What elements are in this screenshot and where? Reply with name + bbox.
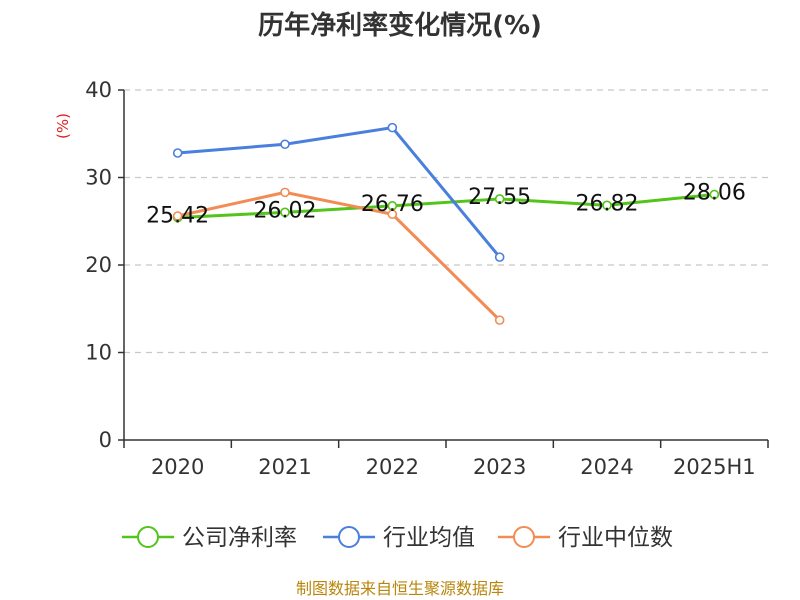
data-point-1-2021 xyxy=(280,207,290,218)
data-label-2024: 26.82 xyxy=(576,191,639,216)
x-tick-label-2021: 2021 xyxy=(258,455,311,479)
data-point-2-2023 xyxy=(494,252,505,262)
axes: 0 10 20 30 40 2020 2021 2022 2023 2024 2025H1 xyxy=(85,78,769,479)
data-point-2-2020 xyxy=(172,148,183,158)
data-label-2020: 25.42 xyxy=(146,204,209,229)
data-label-2025H1: 28.06 xyxy=(683,180,746,205)
data-point-2-2022 xyxy=(387,122,398,133)
y-tick-label-0: 0 xyxy=(99,428,112,452)
legend-item-1: 公司净利率 xyxy=(122,525,297,551)
x-tick-label-2020: 2020 xyxy=(151,455,204,479)
legend-marker-1 xyxy=(137,526,159,548)
legend: 公司净利率 行业均值 行业中位数 xyxy=(122,525,673,551)
data-point-3-2020 xyxy=(172,211,183,221)
legend-marker-3 xyxy=(513,526,535,548)
data-point-1-2025H1 xyxy=(709,189,720,200)
grid-lines xyxy=(124,89,768,354)
data-point-2-2021 xyxy=(280,139,290,150)
legend-marker-2 xyxy=(338,526,360,548)
series-line-1 xyxy=(177,192,715,220)
series-3 xyxy=(172,187,505,325)
legend-item-2: 行业均值 xyxy=(323,525,475,551)
series-lines xyxy=(172,122,720,325)
data-point-1-2024 xyxy=(602,200,612,211)
data-point-3-2022 xyxy=(387,209,398,220)
y-tick-label-20: 20 xyxy=(85,253,112,277)
series-line-3 xyxy=(177,190,501,322)
data-point-3-2023 xyxy=(494,315,505,325)
legend-item-3: 行业中位数 xyxy=(498,525,673,551)
data-label-2022: 26.76 xyxy=(361,192,424,217)
data-point-3-2021 xyxy=(280,187,290,198)
series-2 xyxy=(172,122,505,262)
legend-label-2: 行业均值 xyxy=(383,525,475,551)
y-axis-unit: (%) xyxy=(54,113,72,139)
y-tick-label-40: 40 xyxy=(85,78,112,102)
y-tick-label-30: 30 xyxy=(85,166,112,190)
data-label-2023: 27.55 xyxy=(468,185,531,210)
data-labels: 25.42 26.02 26.76 27.55 26.82 28.06 xyxy=(146,180,746,228)
chart-title: 历年净利率变化情况(%) xyxy=(258,10,542,41)
x-tick-label-2025H1: 2025H1 xyxy=(673,455,756,479)
y-tick-label-10: 10 xyxy=(85,341,112,365)
x-tick-label-2023: 2023 xyxy=(473,455,526,479)
data-point-1-2023 xyxy=(494,194,505,204)
data-label-2021: 26.02 xyxy=(254,198,317,223)
x-tick-label-2022: 2022 xyxy=(366,455,419,479)
x-tick-label-2024: 2024 xyxy=(580,455,633,479)
legend-label-3: 行业中位数 xyxy=(558,525,673,551)
data-source-note: 制图数据来自恒生聚源数据库 xyxy=(296,579,504,598)
series-line-2 xyxy=(177,126,501,259)
legend-label-1: 公司净利率 xyxy=(182,525,297,551)
